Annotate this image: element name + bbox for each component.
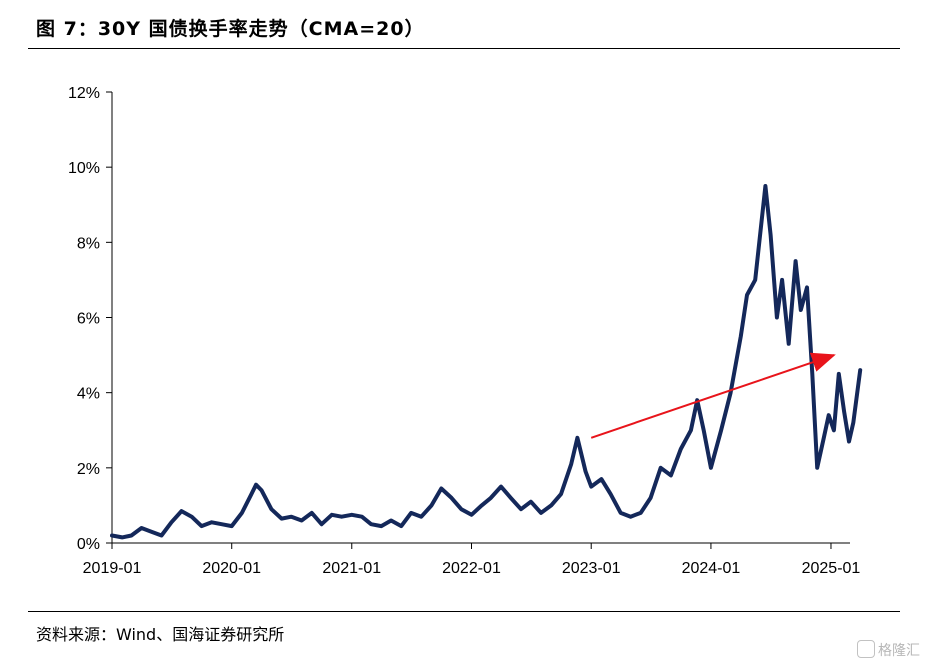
y-tick-label: 4% [77, 386, 100, 403]
title-rule [28, 48, 900, 49]
source-note: 资料来源：Wind、国海证券研究所 [36, 625, 285, 644]
y-tick-label: 10% [68, 160, 100, 177]
y-tick-label: 2% [77, 461, 100, 478]
y-tick-label: 6% [77, 311, 100, 328]
x-tick-label: 2021-01 [322, 560, 381, 577]
x-tick-label: 2023-01 [562, 560, 621, 577]
x-tick-label: 2025-01 [802, 560, 861, 577]
series-line-0 [110, 184, 863, 540]
y-tick-label: 12% [68, 85, 100, 102]
line-chart: 0% 2% 4% 6% 8% 10% 12% 2019-01 2020-01 2021-01 202… [68, 85, 863, 577]
watermark-text: 格隆汇 [878, 643, 920, 659]
trend-arrow [590, 352, 836, 439]
source-rule [28, 611, 900, 612]
watermark-logo-icon [857, 640, 875, 658]
chart-axes: 0% 2% 4% 6% 8% 10% 12% 2019-01 2020-01 2021-01 202… [68, 85, 860, 577]
y-tick-label: 0% [77, 536, 100, 553]
watermark: 格隆汇 [857, 640, 920, 660]
figure-title: 图 7：30Y 国债换手率走势（CMA=20） [36, 18, 425, 40]
chart-plot-area [110, 184, 863, 540]
x-tick-label: 2022-01 [442, 560, 501, 577]
x-tick-label: 2024-01 [682, 560, 741, 577]
x-tick-label: 2020-01 [202, 560, 261, 577]
y-tick-label: 8% [77, 235, 100, 252]
x-tick-label: 2019-01 [83, 560, 142, 577]
